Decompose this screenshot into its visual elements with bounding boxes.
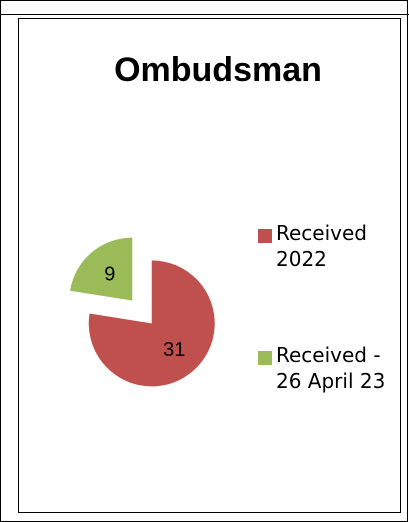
data-label: 9 — [104, 264, 115, 286]
legend-label: Received 2022 — [276, 221, 367, 271]
chart-frame — [18, 18, 401, 513]
legend-item: Received 2022 — [276, 221, 367, 271]
legend-item: Received - 26 April 23 — [276, 343, 386, 393]
legend-swatch — [258, 229, 272, 243]
pie-slice — [88, 260, 215, 387]
chart-title: Ombudsman — [114, 51, 322, 89]
data-label: 31 — [163, 339, 185, 361]
legend-label: Received - 26 April 23 — [276, 343, 386, 393]
legend-swatch — [258, 351, 272, 365]
pie-slice — [70, 237, 133, 301]
